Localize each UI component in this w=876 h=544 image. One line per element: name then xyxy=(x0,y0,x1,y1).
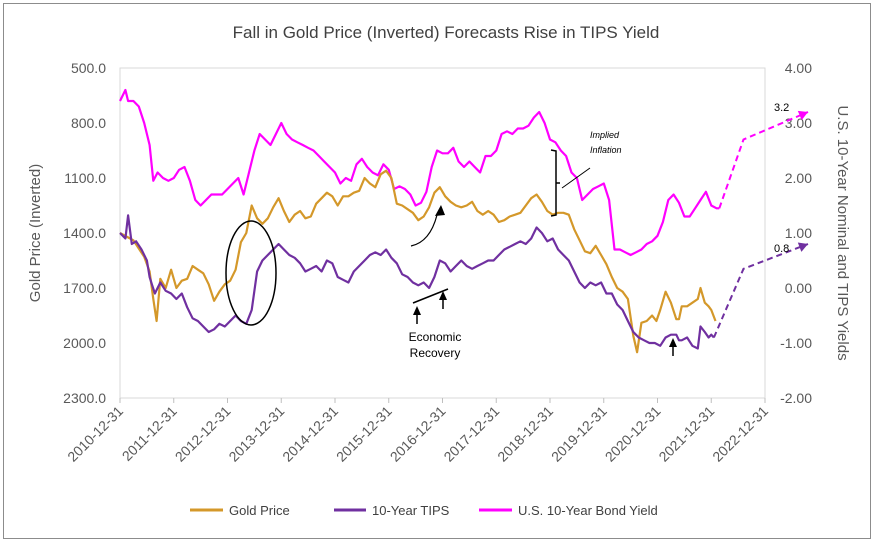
recovery-arrow-right-head xyxy=(439,291,447,300)
x-tick-label: 2013-12-31 xyxy=(225,403,287,465)
forecast-layer xyxy=(712,110,809,338)
recovery-trend-line xyxy=(412,288,449,304)
inflation-brace xyxy=(550,149,560,217)
right-tick-label: 4.00 xyxy=(785,60,812,76)
right-tick-label: 3.00 xyxy=(785,115,812,131)
highlight-ellipse xyxy=(225,220,277,326)
right-tick-label: -2.00 xyxy=(780,390,812,406)
legend: Gold Price 10-Year TIPS U.S. 10-Year Bon… xyxy=(190,503,658,518)
forecast-label-0-8: 0.8 xyxy=(774,243,789,255)
forecast-arrowhead xyxy=(797,242,808,252)
x-tick-label: 2012-12-31 xyxy=(172,403,234,465)
x-axis-ticks: 2010-12-312011-12-312012-12-312013-12-31… xyxy=(64,398,771,465)
x-tick-label: 2016-12-31 xyxy=(387,403,449,465)
left-tick-label: 2300.0 xyxy=(63,390,106,406)
economic-recovery-label-1: Economic xyxy=(409,330,462,344)
economic-recovery-label-2: Recovery xyxy=(410,346,461,360)
left-axis-label: Gold Price (Inverted) xyxy=(27,164,44,302)
x-tick-label: 2011-12-31 xyxy=(119,403,180,464)
left-tick-label: 500.0 xyxy=(71,60,106,76)
right-tick-label: 1.00 xyxy=(785,225,812,241)
recovery-arrow-left-head xyxy=(413,306,421,315)
inflation-pointer xyxy=(561,167,591,189)
implied-inflation-label-1: Implied xyxy=(590,130,620,140)
right-tick-label: 2.00 xyxy=(785,170,812,186)
series-line-10-year-tips xyxy=(119,214,715,350)
implied-inflation-label-2: Inflation xyxy=(590,145,622,155)
legend-label-tips: 10-Year TIPS xyxy=(372,503,450,518)
x-tick-label: 2019-12-31 xyxy=(548,403,610,465)
curved-arrow-line xyxy=(410,214,438,247)
up-arrow-head xyxy=(669,338,677,347)
right-tick-label: -1.00 xyxy=(780,335,812,351)
x-tick-label: 2010-12-31 xyxy=(64,403,126,465)
chart-title: Fall in Gold Price (Inverted) Forecasts … xyxy=(233,23,660,42)
left-tick-label: 2000.0 xyxy=(63,335,106,351)
x-tick-label: 2017-12-31 xyxy=(440,403,502,465)
left-axis-ticks: 500.0 800.0 1100.0 1400.0 1700.0 2000.0 2300.0 xyxy=(63,60,106,406)
legend-label-bond: U.S. 10-Year Bond Yield xyxy=(518,503,658,518)
x-tick-label: 2020-12-31 xyxy=(602,403,664,465)
x-tick-label: 2018-12-31 xyxy=(494,403,556,465)
left-tick-label: 800.0 xyxy=(71,115,106,131)
forecast-line xyxy=(718,111,809,209)
right-tick-label: 0.00 xyxy=(785,280,812,296)
x-tick-label: 2014-12-31 xyxy=(279,403,341,465)
forecast-label-3-2: 3.2 xyxy=(774,102,789,114)
left-tick-label: 1700.0 xyxy=(63,280,106,296)
x-tick-label: 2015-12-31 xyxy=(333,403,395,465)
right-axis-ticks: 4.00 3.00 2.00 1.00 0.00 -1.00 -2.00 xyxy=(780,60,812,406)
forecast-arrowhead xyxy=(797,110,808,121)
x-tick-label: 2022-12-31 xyxy=(709,403,771,465)
left-tick-label: 1100.0 xyxy=(64,170,106,186)
x-tick-label: 2021-12-31 xyxy=(655,403,717,465)
series-line-u-s-10-year-bond-yield xyxy=(119,88,720,257)
curved-arrow-head xyxy=(435,205,445,216)
right-axis-label: U.S. 10-Year Nominal and TIPS Yields xyxy=(834,105,851,360)
series-layer xyxy=(119,88,720,354)
legend-label-gold: Gold Price xyxy=(229,503,290,518)
forecast-line xyxy=(712,243,809,338)
left-tick-label: 1400.0 xyxy=(63,225,106,241)
series-line-gold-price xyxy=(119,169,717,354)
